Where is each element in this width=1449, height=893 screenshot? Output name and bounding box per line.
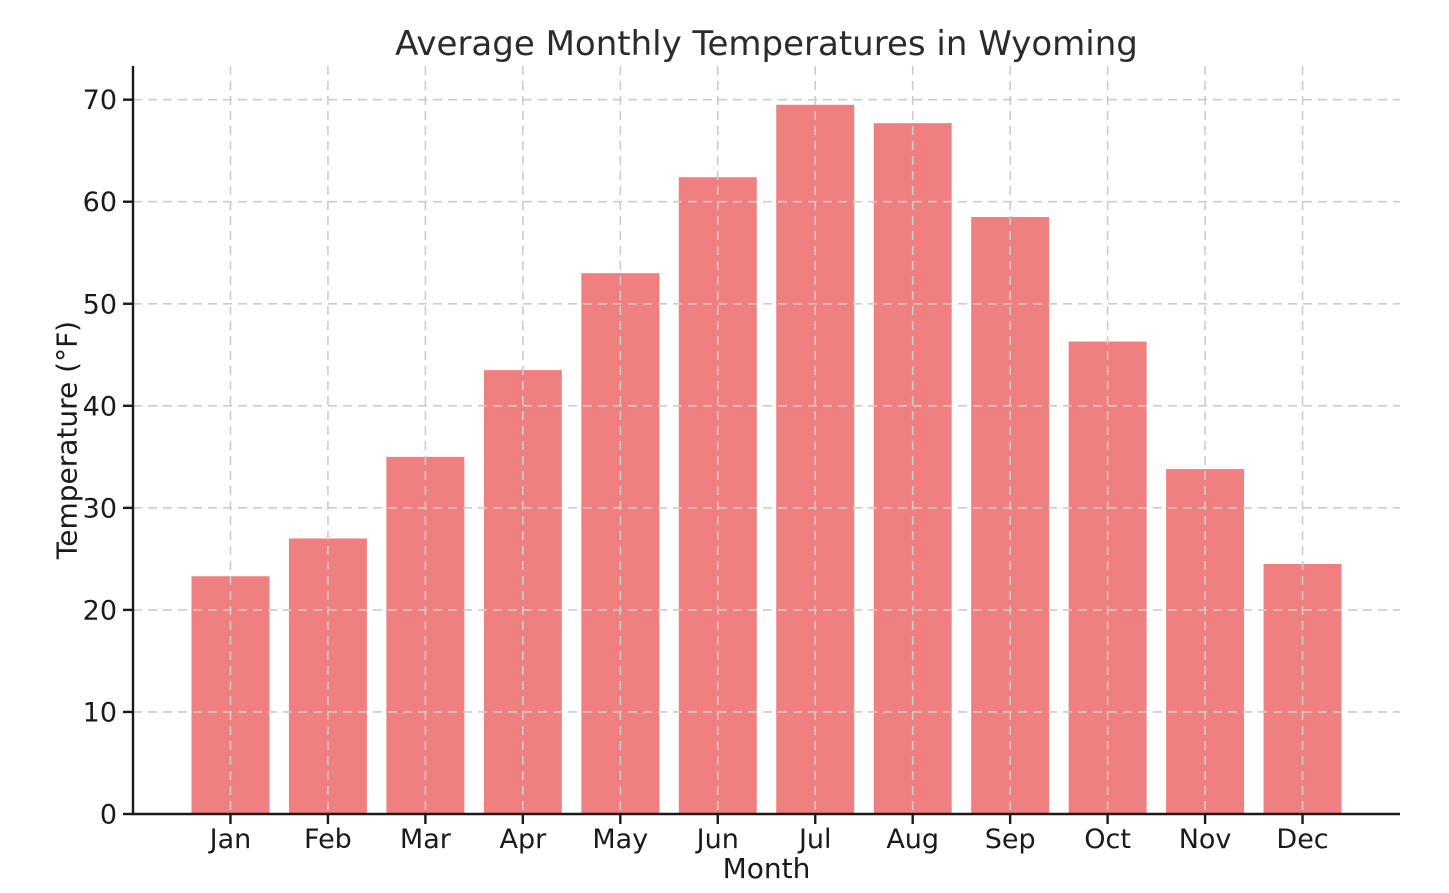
x-tick-label-dec: Dec [1276,824,1328,855]
y-tick-label-0: 0 [100,800,117,831]
y-tick-label-10: 10 [83,697,117,728]
x-tick-label-nov: Nov [1179,824,1232,855]
y-tick-label-30: 30 [83,493,117,524]
x-tick-label-oct: Oct [1084,824,1131,855]
x-tick-label-aug: Aug [886,824,939,855]
x-tick-label-sep: Sep [985,824,1036,855]
x-tick-label-apr: Apr [499,824,547,855]
x-axis-label: Month [722,852,811,885]
x-tick-label-jul: Jul [797,824,832,855]
y-tick-label-50: 50 [83,289,117,320]
x-tick-label-feb: Feb [304,824,352,855]
y-tick-label-60: 60 [83,187,117,218]
x-tick-label-may: May [592,824,648,855]
x-tick-label-jan: Jan [208,824,252,855]
y-tick-label-70: 70 [83,85,117,116]
x-tick-label-mar: Mar [400,824,452,855]
chart-title: Average Monthly Temperatures in Wyoming [395,24,1138,64]
bar-may [581,273,660,814]
y-tick-label-40: 40 [83,391,117,422]
x-tick-label-jun: Jun [695,824,739,855]
y-tick-label-20: 20 [83,595,117,626]
bar-aug [873,123,952,814]
